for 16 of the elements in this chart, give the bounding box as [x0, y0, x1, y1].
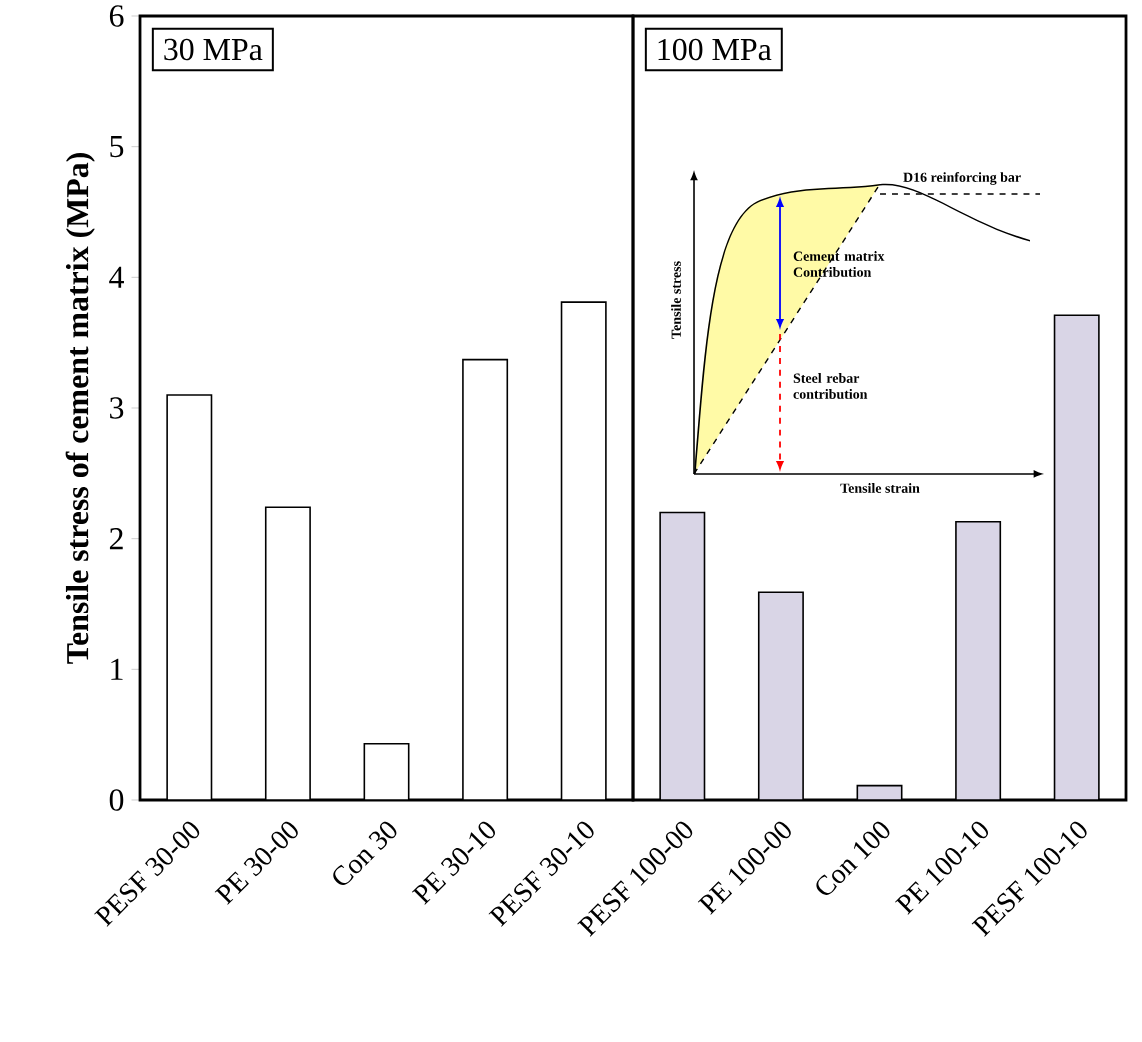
- y-tick-label: 6: [109, 5, 124, 27]
- y-axis-title: Tensile stress of cement matrix (MPa): [65, 153, 95, 664]
- y-tick-label: 1: [111, 658, 123, 680]
- y-tick-label: 0: [109, 789, 124, 811]
- bar: [757, 591, 804, 800]
- y-tick-label: 3: [110, 397, 124, 419]
- annotation: 30 MPa: [164, 38, 263, 61]
- x-tick-label: Con 100: [816, 821, 890, 895]
- y-tick-label: 4: [109, 266, 124, 288]
- x-tick-label: Con 30: [333, 821, 397, 886]
- bar: [1053, 314, 1100, 800]
- annotation: 100 MPa: [658, 38, 772, 61]
- bar: [659, 511, 706, 800]
- y-tick-label: 2: [109, 528, 123, 550]
- bar: [955, 520, 1002, 800]
- y-tick-label: 5: [110, 136, 124, 158]
